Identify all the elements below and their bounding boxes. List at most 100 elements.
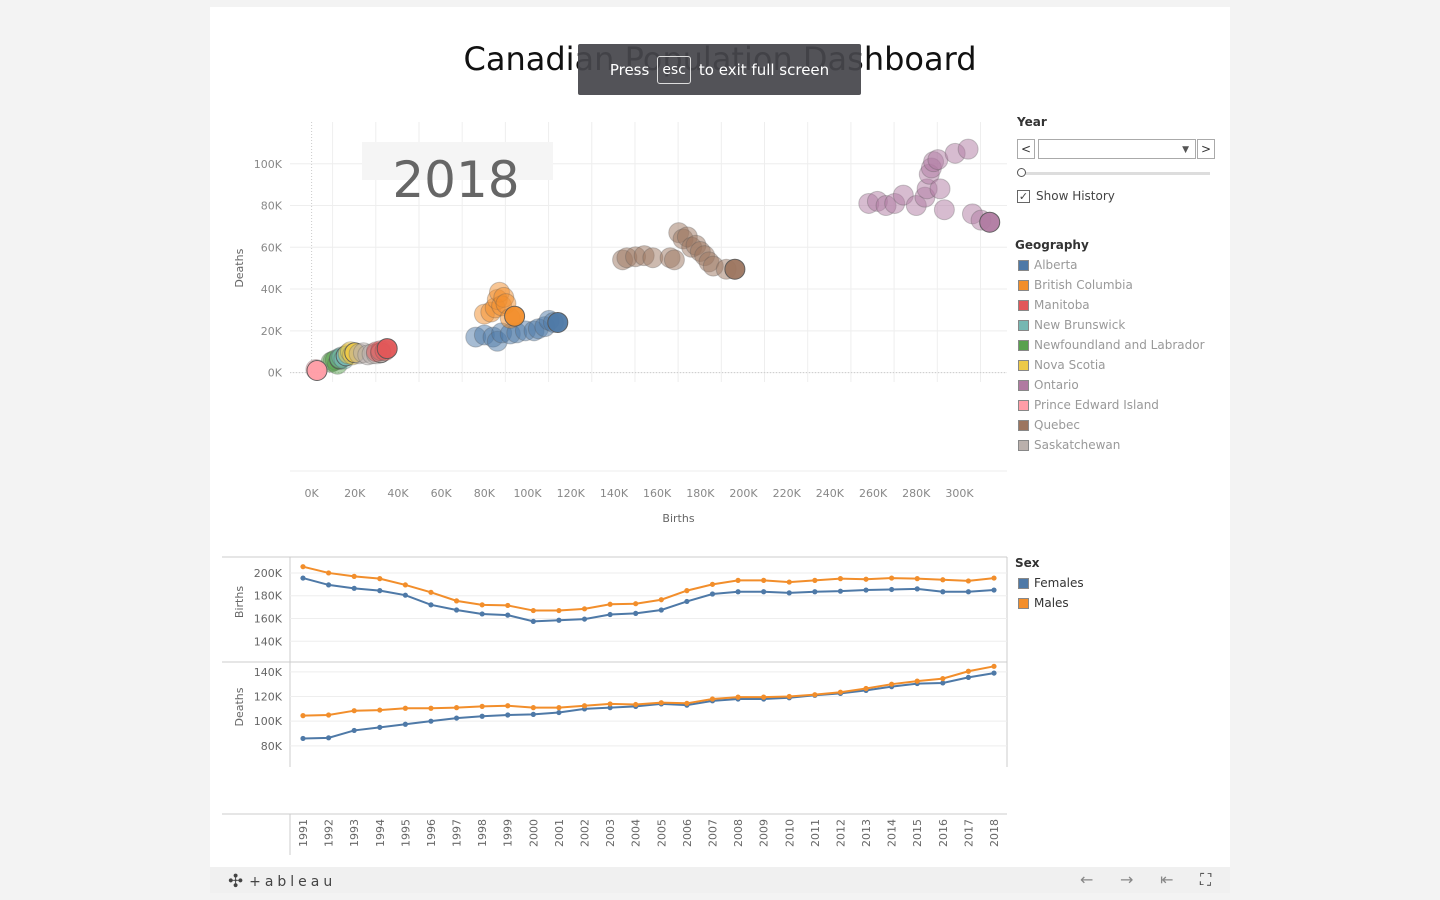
series-point xyxy=(812,577,818,583)
series-point xyxy=(889,586,895,593)
series-point xyxy=(633,610,639,616)
y-tick-label: 180K xyxy=(254,590,283,603)
scatter-point xyxy=(957,138,979,160)
year-label: 2018 xyxy=(392,151,519,209)
year-dropdown[interactable]: ▼ xyxy=(1038,139,1196,159)
legend-label: Saskatchewan xyxy=(1034,438,1121,452)
tableau-logo-text: +ableau xyxy=(249,873,337,890)
y-tick-label: 100K xyxy=(254,158,283,171)
legend-swatch xyxy=(1018,259,1029,271)
series-point xyxy=(812,692,818,698)
series-point xyxy=(991,670,997,676)
geography-legend-item[interactable]: Manitoba xyxy=(1018,298,1090,312)
births-line-chart: 140K 160K 180K 200K Births xyxy=(222,556,1008,662)
series-point xyxy=(940,589,946,595)
series-point xyxy=(940,577,946,583)
geography-legend-item[interactable]: British Columbia xyxy=(1018,278,1133,292)
geography-legend-item[interactable]: Alberta xyxy=(1018,258,1078,272)
x-tick-label: 1993 xyxy=(348,819,361,847)
year-slider-handle[interactable] xyxy=(1017,168,1026,177)
series-point xyxy=(889,575,895,581)
geography-legend-item[interactable]: Ontario xyxy=(1018,378,1079,392)
tableau-logo[interactable]: ✣ +ableau xyxy=(228,871,336,892)
tableau-logo-icon: ✣ xyxy=(228,871,244,892)
geography-legend-item[interactable]: Prince Edward Island xyxy=(1018,398,1159,412)
y-tick-label: 140K xyxy=(254,666,283,679)
series-point xyxy=(684,588,690,594)
legend-label: British Columbia xyxy=(1034,278,1133,292)
series-point xyxy=(991,663,997,669)
x-tick-label: 120K xyxy=(557,487,586,500)
sex-legend-item[interactable]: Males xyxy=(1018,596,1069,610)
series-point xyxy=(428,705,434,711)
y-tick-label: 20K xyxy=(261,325,283,338)
legend-swatch xyxy=(1018,399,1029,411)
fullscreen-icon[interactable]: ⛶ xyxy=(1200,870,1212,889)
series-line xyxy=(302,672,995,740)
legend-label: Nova Scotia xyxy=(1034,358,1106,372)
x-tick-label: 2005 xyxy=(655,819,668,847)
sex-legend-item[interactable]: Females xyxy=(1018,576,1084,590)
checkbox-checked-icon[interactable]: ✓ xyxy=(1017,189,1030,203)
revert-icon[interactable]: ⇤ xyxy=(1160,870,1174,889)
series-point xyxy=(428,602,434,608)
legend-swatch xyxy=(1018,439,1029,451)
series-point xyxy=(479,611,485,617)
series-point xyxy=(889,681,895,687)
year-label: Year xyxy=(1017,115,1047,129)
legend-swatch xyxy=(1018,339,1029,351)
series-point xyxy=(479,602,485,608)
y-tick-label: 0K xyxy=(268,367,283,380)
series-point xyxy=(684,598,690,605)
geography-legend-item[interactable]: Nova Scotia xyxy=(1018,358,1106,372)
year-control: Year < ▼ > ✓ Show History xyxy=(1017,115,1217,203)
geography-legend-item[interactable]: Quebec xyxy=(1018,418,1080,432)
redo-icon[interactable]: → xyxy=(1120,870,1134,889)
series-point xyxy=(453,705,460,711)
legend-swatch xyxy=(1018,597,1029,609)
geography-legend-item[interactable]: Saskatchewan xyxy=(1018,438,1120,452)
show-history-label: Show History xyxy=(1036,189,1115,203)
legend-label: Manitoba xyxy=(1034,298,1090,312)
legend-swatch xyxy=(1018,419,1029,431)
series-point xyxy=(735,589,741,595)
show-history-toggle[interactable]: ✓ Show History xyxy=(1017,189,1115,203)
x-axis-label: Births xyxy=(662,512,694,525)
next-year-button[interactable]: > xyxy=(1197,139,1215,159)
undo-icon[interactable]: ← xyxy=(1080,870,1094,889)
x-tick-label: 40K xyxy=(387,487,409,500)
x-tick-label: 180K xyxy=(686,487,715,500)
series-point xyxy=(581,703,588,709)
series-point xyxy=(428,718,434,724)
x-tick-label: 100K xyxy=(513,487,542,500)
scatter-point xyxy=(663,249,685,271)
scatter-point xyxy=(504,305,526,327)
tableau-footer: ✣ +ableau ← → ⇤ ⛶ xyxy=(210,867,1230,893)
series-point xyxy=(991,587,997,593)
series-point xyxy=(530,607,536,614)
series-point xyxy=(786,590,792,596)
series-point xyxy=(837,588,844,594)
x-tick-label: 2010 xyxy=(783,819,796,847)
year-slider-track[interactable] xyxy=(1017,172,1210,175)
legend-label: Alberta xyxy=(1034,258,1078,272)
x-tick-label: 1998 xyxy=(476,819,489,847)
series-point xyxy=(914,576,920,582)
geography-legend-item[interactable]: Newfoundland and Labrador xyxy=(1018,338,1205,352)
legend-label: Females xyxy=(1034,576,1084,590)
dashboard: Canadian Population Dashboard 0K20K40K60… xyxy=(210,7,1230,867)
y-tick-label: 160K xyxy=(254,613,283,626)
series-point xyxy=(607,601,613,607)
esc-key: esc xyxy=(657,55,691,84)
x-tick-label: 2006 xyxy=(681,819,694,847)
legend-label: Quebec xyxy=(1034,418,1081,432)
x-tick-label: 2018 xyxy=(988,819,1001,847)
series-point xyxy=(479,703,485,709)
series-point xyxy=(556,617,562,623)
series-point xyxy=(761,694,767,700)
toast-press: Press xyxy=(609,60,650,79)
geography-legend-item[interactable]: New Brunswick xyxy=(1018,318,1125,332)
prev-year-button[interactable]: < xyxy=(1017,139,1035,159)
series-point xyxy=(633,701,639,708)
series-point xyxy=(377,724,383,730)
